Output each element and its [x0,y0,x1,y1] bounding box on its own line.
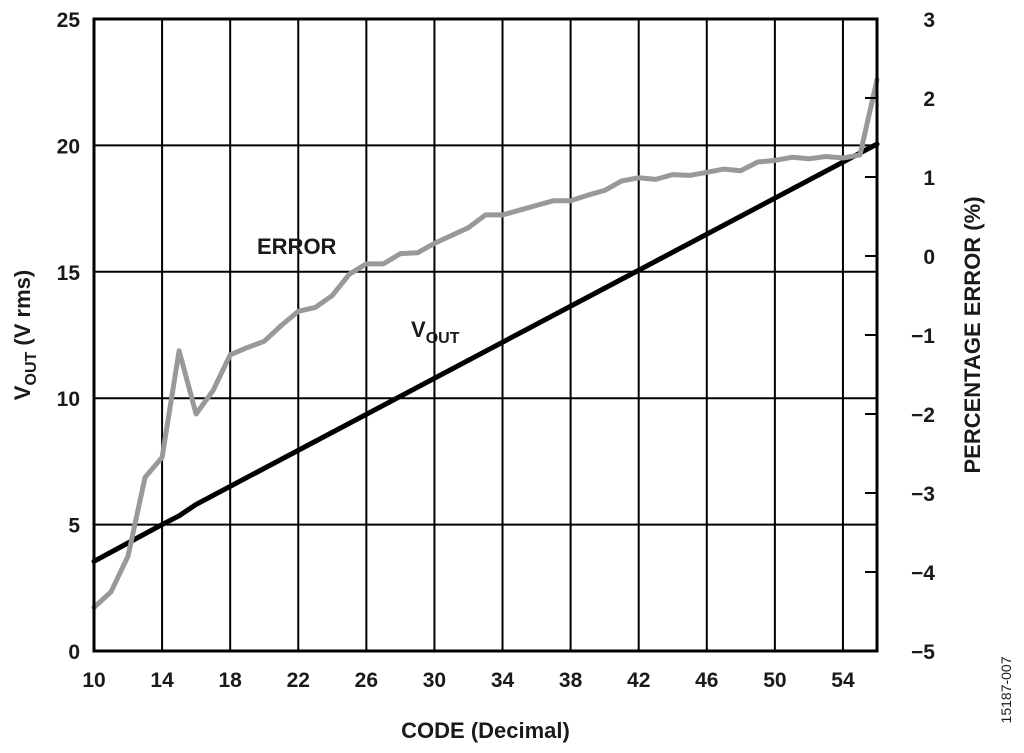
y-right-tick-label: −3 [911,483,935,506]
y-left-tick-label: 15 [57,262,81,285]
x-tick-label: 18 [218,669,242,692]
x-tick-label: 42 [627,669,650,692]
y-left-tick-label: 25 [57,9,81,32]
y-axis-right-ticks: 3 2 1 0 −1 −2 −3 −4 −5 [865,9,935,664]
x-tick-label: 10 [82,669,105,692]
grid [93,18,877,652]
series-layer [91,77,880,610]
y-axis-left-title-main: V [10,385,35,400]
x-tick-label: 22 [287,669,310,692]
y-axis-left-ticks: 0 5 10 15 20 25 [57,9,81,664]
y-left-tick-label: 0 [68,641,80,664]
y-left-tick-label: 5 [68,515,80,538]
y-right-tick-label: 2 [923,88,935,111]
y-left-tick-label: 20 [57,135,80,158]
y-right-tick-label: 1 [923,167,935,190]
figure-id: 15187-007 [998,656,1014,723]
y-axis-right-title: PERCENTAGE ERROR (%) [960,196,985,473]
x-tick-label: 50 [763,669,786,692]
y-axis-left-title: VOUT (V rms) [10,270,40,400]
x-tick-label: 34 [491,669,515,692]
annotation-vout-main: V [411,317,426,342]
y-right-tick-label: 0 [923,246,935,269]
annotation-vout-sub: OUT [426,330,460,347]
x-tick-label: 46 [695,669,718,692]
x-tick-label: 26 [355,669,378,692]
series-line-vout [91,141,880,564]
x-axis-title: CODE (Decimal) [401,718,570,743]
y-right-tick-label: −4 [911,562,935,585]
x-tick-label: 30 [423,669,446,692]
y-right-tick-label: −2 [911,404,935,427]
y-left-tick-label: 10 [57,388,80,411]
x-tick-label: 54 [831,669,855,692]
plot-frame [92,17,879,653]
series-line-error [91,77,880,610]
y-right-tick-label: −1 [911,325,935,348]
y-right-tick-label: −5 [911,641,935,664]
y-axis-left-title-rest: (V rms) [10,270,35,352]
x-tick-label: 38 [559,669,583,692]
x-tick-label: 14 [150,669,174,692]
x-axis-ticks: 10 14 18 22 26 30 34 38 42 46 50 54 [82,669,855,692]
annotation-error: ERROR [257,234,337,259]
annotation-vout: VOUT [411,317,460,347]
y-right-tick-label: 3 [923,9,935,32]
y-axis-left-title-sub: OUT [23,352,40,386]
